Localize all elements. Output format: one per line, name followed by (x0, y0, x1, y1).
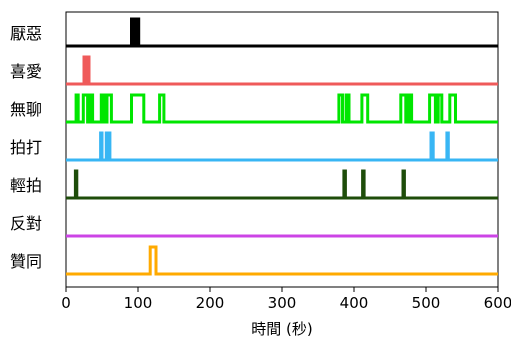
x-tick-label: 0 (61, 294, 71, 312)
event-row: 反對 (10, 214, 498, 238)
x-tick-label: 200 (196, 294, 225, 312)
series-line (66, 245, 498, 276)
series-line (66, 55, 498, 86)
row-label: 贊同 (10, 252, 42, 271)
x-tick-label: 300 (268, 294, 297, 312)
row-label: 反對 (10, 214, 42, 233)
event-row: 無聊 (10, 93, 498, 124)
event-row: 輕拍 (10, 169, 498, 200)
series-line (66, 131, 498, 162)
event-row: 贊同 (10, 245, 498, 276)
row-label: 拍打 (10, 138, 42, 157)
row-label: 輕拍 (10, 176, 42, 195)
event-row: 拍打 (10, 131, 498, 162)
series-line (66, 93, 498, 124)
row-label: 無聊 (10, 100, 42, 119)
event-row: 厭惡 (10, 17, 498, 48)
x-tick-label: 100 (124, 294, 153, 312)
x-tick-label: 400 (340, 294, 369, 312)
x-tick-label: 500 (412, 294, 441, 312)
x-axis: 0 100 200 300 400 500 600 (61, 287, 511, 312)
x-tick-label: 600 (484, 294, 511, 312)
row-label: 厭惡 (10, 24, 42, 43)
series-line (66, 169, 498, 200)
x-axis-title: 時間 (秒) (251, 320, 312, 338)
event-row: 喜愛 (10, 55, 498, 86)
row-label: 喜愛 (10, 62, 42, 81)
series-line (66, 17, 498, 48)
